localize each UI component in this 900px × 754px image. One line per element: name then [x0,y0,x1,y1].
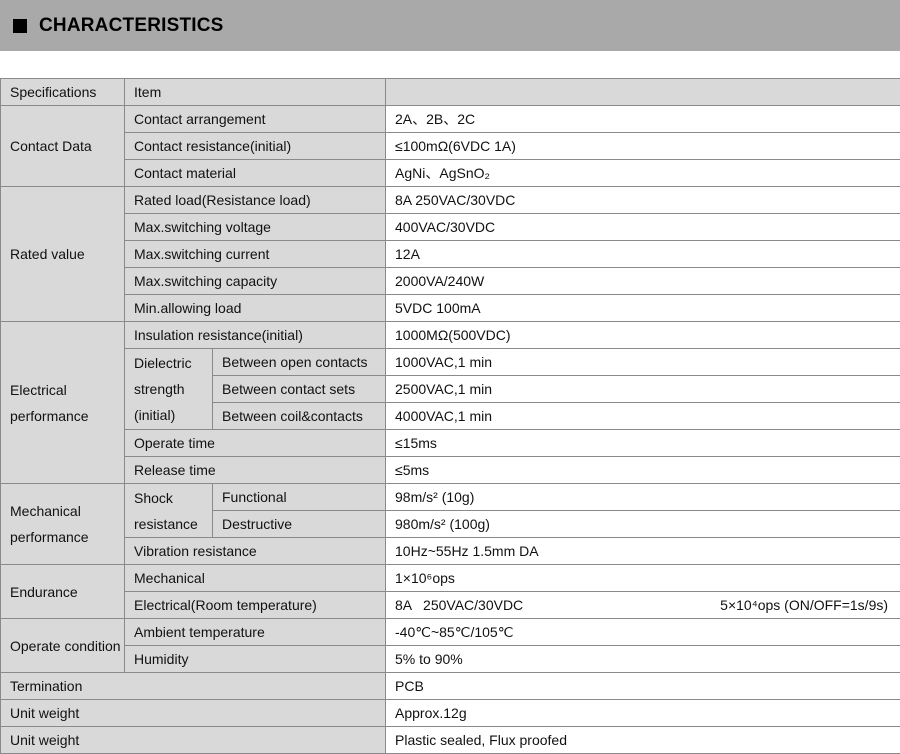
item-value: PCB [386,673,900,700]
table-row: Min.allowing load 5VDC 100mA [1,295,900,322]
item-label: Max.switching capacity [125,268,386,295]
item-value: Plastic sealed, Flux proofed [386,727,900,754]
item-value: 8A 250VAC/30VDC 5×10⁴ops (ON/OFF=1s/9s) [386,592,900,619]
electrical-life: 5×10⁴ops (ON/OFF=1s/9s) [720,592,900,618]
table-row: Operate time ≤15ms [1,430,900,457]
item-value: 980m/s² (100g) [386,511,900,538]
item-value: AgNi、AgSnO₂ [386,160,900,187]
table-header-row: Specifications Item [1,79,900,106]
characteristics-table: Specifications Item Contact Data Contact… [0,78,900,754]
item-value: ≤5ms [386,457,900,484]
table-row: Max.switching capacity 2000VA/240W [1,268,900,295]
shock-resistance-label: Shock resistance [125,484,213,538]
item-label: Max.switching current [125,241,386,268]
group-endurance: Endurance [1,565,125,619]
item-value: 98m/s² (10g) [386,484,900,511]
table-row: Contact resistance(initial) ≤100mΩ(6VDC … [1,133,900,160]
item-label: Unit weight [1,700,386,727]
group-electrical-performance: Electrical performance [1,322,125,484]
table-row: Contact Data Contact arrangement 2A、2B、2… [1,106,900,133]
item-value: ≤100mΩ(6VDC 1A) [386,133,900,160]
item-label: Between contact sets [213,376,386,403]
table-row: Mechanical performance Shock resistance … [1,484,900,511]
item-value: Approx.12g [386,700,900,727]
group-rated-value: Rated value [1,187,125,322]
table-row: Unit weight Plastic sealed, Flux proofed [1,727,900,754]
item-value: 2000VA/240W [386,268,900,295]
table-row: Electrical(Room temperature) 8A 250VAC/3… [1,592,900,619]
table-row: Contact material AgNi、AgSnO₂ [1,160,900,187]
item-label: Electrical(Room temperature) [125,592,386,619]
group-mechanical-performance: Mechanical performance [1,484,125,565]
item-label: Between open contacts [213,349,386,376]
item-label: Vibration resistance [125,538,386,565]
item-label: Insulation resistance(initial) [125,322,386,349]
table-row: Vibration resistance 10Hz~55Hz 1.5mm DA [1,538,900,565]
table-row: Max.switching current 12A [1,241,900,268]
item-label: Rated load(Resistance load) [125,187,386,214]
item-value: 2A、2B、2C [386,106,900,133]
item-label: Termination [1,673,386,700]
item-value: 400VAC/30VDC [386,214,900,241]
table-row: Electrical performance Insulation resist… [1,322,900,349]
item-label: Contact arrangement [125,106,386,133]
item-label: Ambient temperature [125,619,386,646]
item-value: 5% to 90% [386,646,900,673]
dielectric-strength-label: Dielectric strength (initial) [125,349,213,430]
item-label: Destructive [213,511,386,538]
item-value: 1000VAC,1 min [386,349,900,376]
table-row: Rated value Rated load(Resistance load) … [1,187,900,214]
item-label: Min.allowing load [125,295,386,322]
square-bullet-icon [13,19,27,33]
item-value: 8A 250VAC/30VDC [386,187,900,214]
item-value: 2500VAC,1 min [386,376,900,403]
header-spec: Specifications [1,79,125,106]
header-value [386,79,900,106]
item-value: 4000VAC,1 min [386,403,900,430]
item-label: Between coil&contacts [213,403,386,430]
table-row: Termination PCB [1,673,900,700]
item-label: Contact material [125,160,386,187]
item-value: -40℃~85℃/105℃ [386,619,900,646]
item-value: 12A [386,241,900,268]
group-contact-data: Contact Data [1,106,125,187]
item-label: Unit weight [1,727,386,754]
item-label: Humidity [125,646,386,673]
item-label: Functional [213,484,386,511]
table-row: Release time ≤5ms [1,457,900,484]
item-label: Mechanical [125,565,386,592]
item-value: 1×10⁶ops [386,565,900,592]
group-operate-condition: Operate condition [1,619,125,673]
item-value: 10Hz~55Hz 1.5mm DA [386,538,900,565]
table-row: Dielectric strength (initial) Between op… [1,349,900,376]
table-row: Max.switching voltage 400VAC/30VDC [1,214,900,241]
item-label: Contact resistance(initial) [125,133,386,160]
table-row: Operate condition Ambient temperature -4… [1,619,900,646]
item-value: 5VDC 100mA [386,295,900,322]
item-label: Release time [125,457,386,484]
electrical-load: 8A 250VAC/30VDC [395,597,523,613]
table-row: Endurance Mechanical 1×10⁶ops [1,565,900,592]
table-row: Unit weight Approx.12g [1,700,900,727]
item-value: ≤15ms [386,430,900,457]
section-header: CHARACTERISTICS [0,0,900,51]
section-title: CHARACTERISTICS [39,15,224,37]
table-row: Humidity 5% to 90% [1,646,900,673]
item-label: Max.switching voltage [125,214,386,241]
item-label: Operate time [125,430,386,457]
header-item: Item [125,79,386,106]
item-value: 1000MΩ(500VDC) [386,322,900,349]
